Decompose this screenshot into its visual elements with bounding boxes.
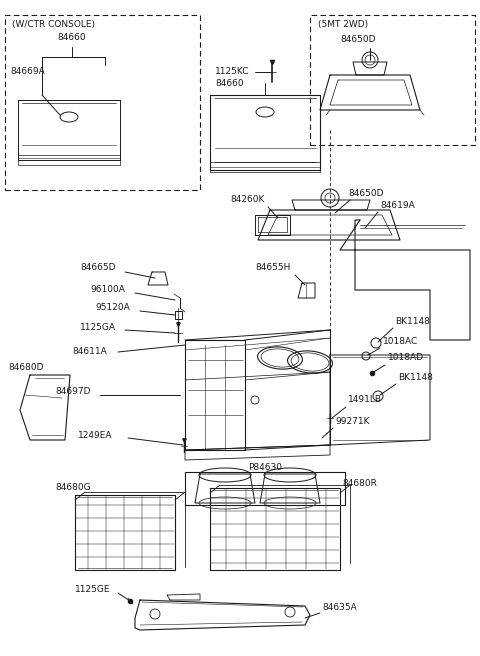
Text: 84260K: 84260K: [230, 195, 264, 205]
Text: 1018AC: 1018AC: [383, 337, 418, 346]
Text: (W/CTR CONSOLE): (W/CTR CONSOLE): [12, 20, 95, 30]
Bar: [310, 15, 475, 145]
Text: 84697D: 84697D: [55, 388, 91, 396]
Text: 84660: 84660: [58, 33, 86, 43]
Text: 99271K: 99271K: [335, 417, 370, 426]
Text: 84665D: 84665D: [80, 264, 116, 272]
Bar: [5, 15, 200, 190]
Text: BK1148: BK1148: [398, 373, 433, 382]
Text: 84680R: 84680R: [342, 478, 377, 487]
Text: 84650D: 84650D: [340, 35, 376, 45]
Text: 1018AD: 1018AD: [388, 354, 424, 363]
Text: 84680G: 84680G: [55, 483, 91, 493]
Text: 95120A: 95120A: [95, 304, 130, 312]
Text: P84630: P84630: [248, 464, 282, 472]
Text: 84635A: 84635A: [322, 604, 357, 613]
Text: 84669A: 84669A: [10, 68, 45, 77]
Text: 1249EA: 1249EA: [78, 430, 112, 440]
Text: 1125GA: 1125GA: [80, 323, 116, 333]
Text: 1491LB: 1491LB: [348, 396, 382, 405]
Text: 84660: 84660: [215, 79, 244, 87]
Text: 84655H: 84655H: [255, 264, 290, 272]
Text: 84650D: 84650D: [348, 188, 384, 197]
Text: 84611A: 84611A: [72, 348, 107, 356]
Text: BK1148: BK1148: [395, 318, 430, 327]
Text: 1125KC: 1125KC: [215, 68, 250, 77]
Text: 84619A: 84619A: [380, 201, 415, 209]
Text: 1125GE: 1125GE: [75, 586, 110, 594]
Text: 84680D: 84680D: [8, 363, 44, 373]
Text: (5MT 2WD): (5MT 2WD): [318, 20, 368, 30]
Text: 96100A: 96100A: [90, 285, 125, 295]
